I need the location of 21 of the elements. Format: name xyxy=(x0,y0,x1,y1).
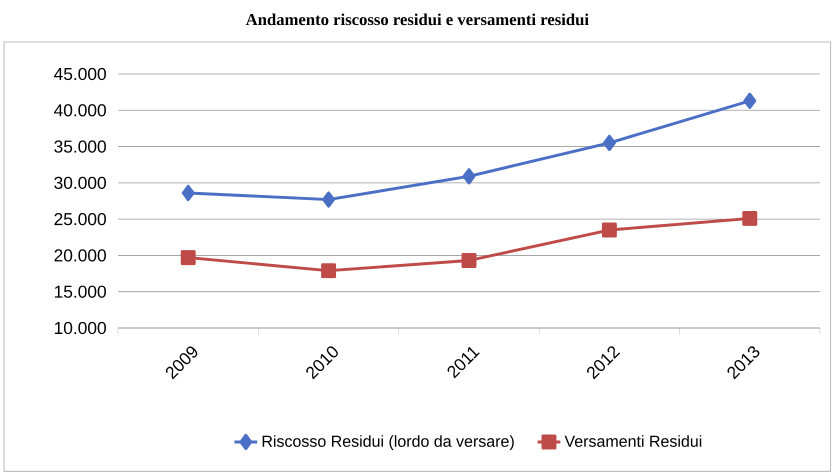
y-tick-label: 30.000 xyxy=(54,176,106,189)
point xyxy=(180,250,196,266)
y-tick-label: 15.000 xyxy=(54,286,106,298)
y-tick-label: 35.000 xyxy=(54,140,106,153)
point xyxy=(602,222,617,238)
point xyxy=(602,134,616,152)
chart-title: Andamento riscosso residui e versamenti residui xyxy=(246,13,589,26)
y-tick-label: 45.000 xyxy=(54,68,106,80)
point xyxy=(321,263,336,278)
point xyxy=(182,184,195,202)
y-tick-label: 20.000 xyxy=(54,249,106,262)
point xyxy=(743,92,756,109)
y-tick-label: 10.000 xyxy=(54,322,106,334)
point xyxy=(462,253,476,268)
point xyxy=(742,210,758,226)
point xyxy=(322,191,336,208)
y-tick-label: 25.000 xyxy=(54,212,106,226)
point xyxy=(462,168,476,184)
legend-label: Versamenti Residui xyxy=(564,435,702,447)
legend-label: Riscosso Residui (lordo da versare) xyxy=(262,435,514,450)
y-tick-label: 40.000 xyxy=(54,104,106,116)
